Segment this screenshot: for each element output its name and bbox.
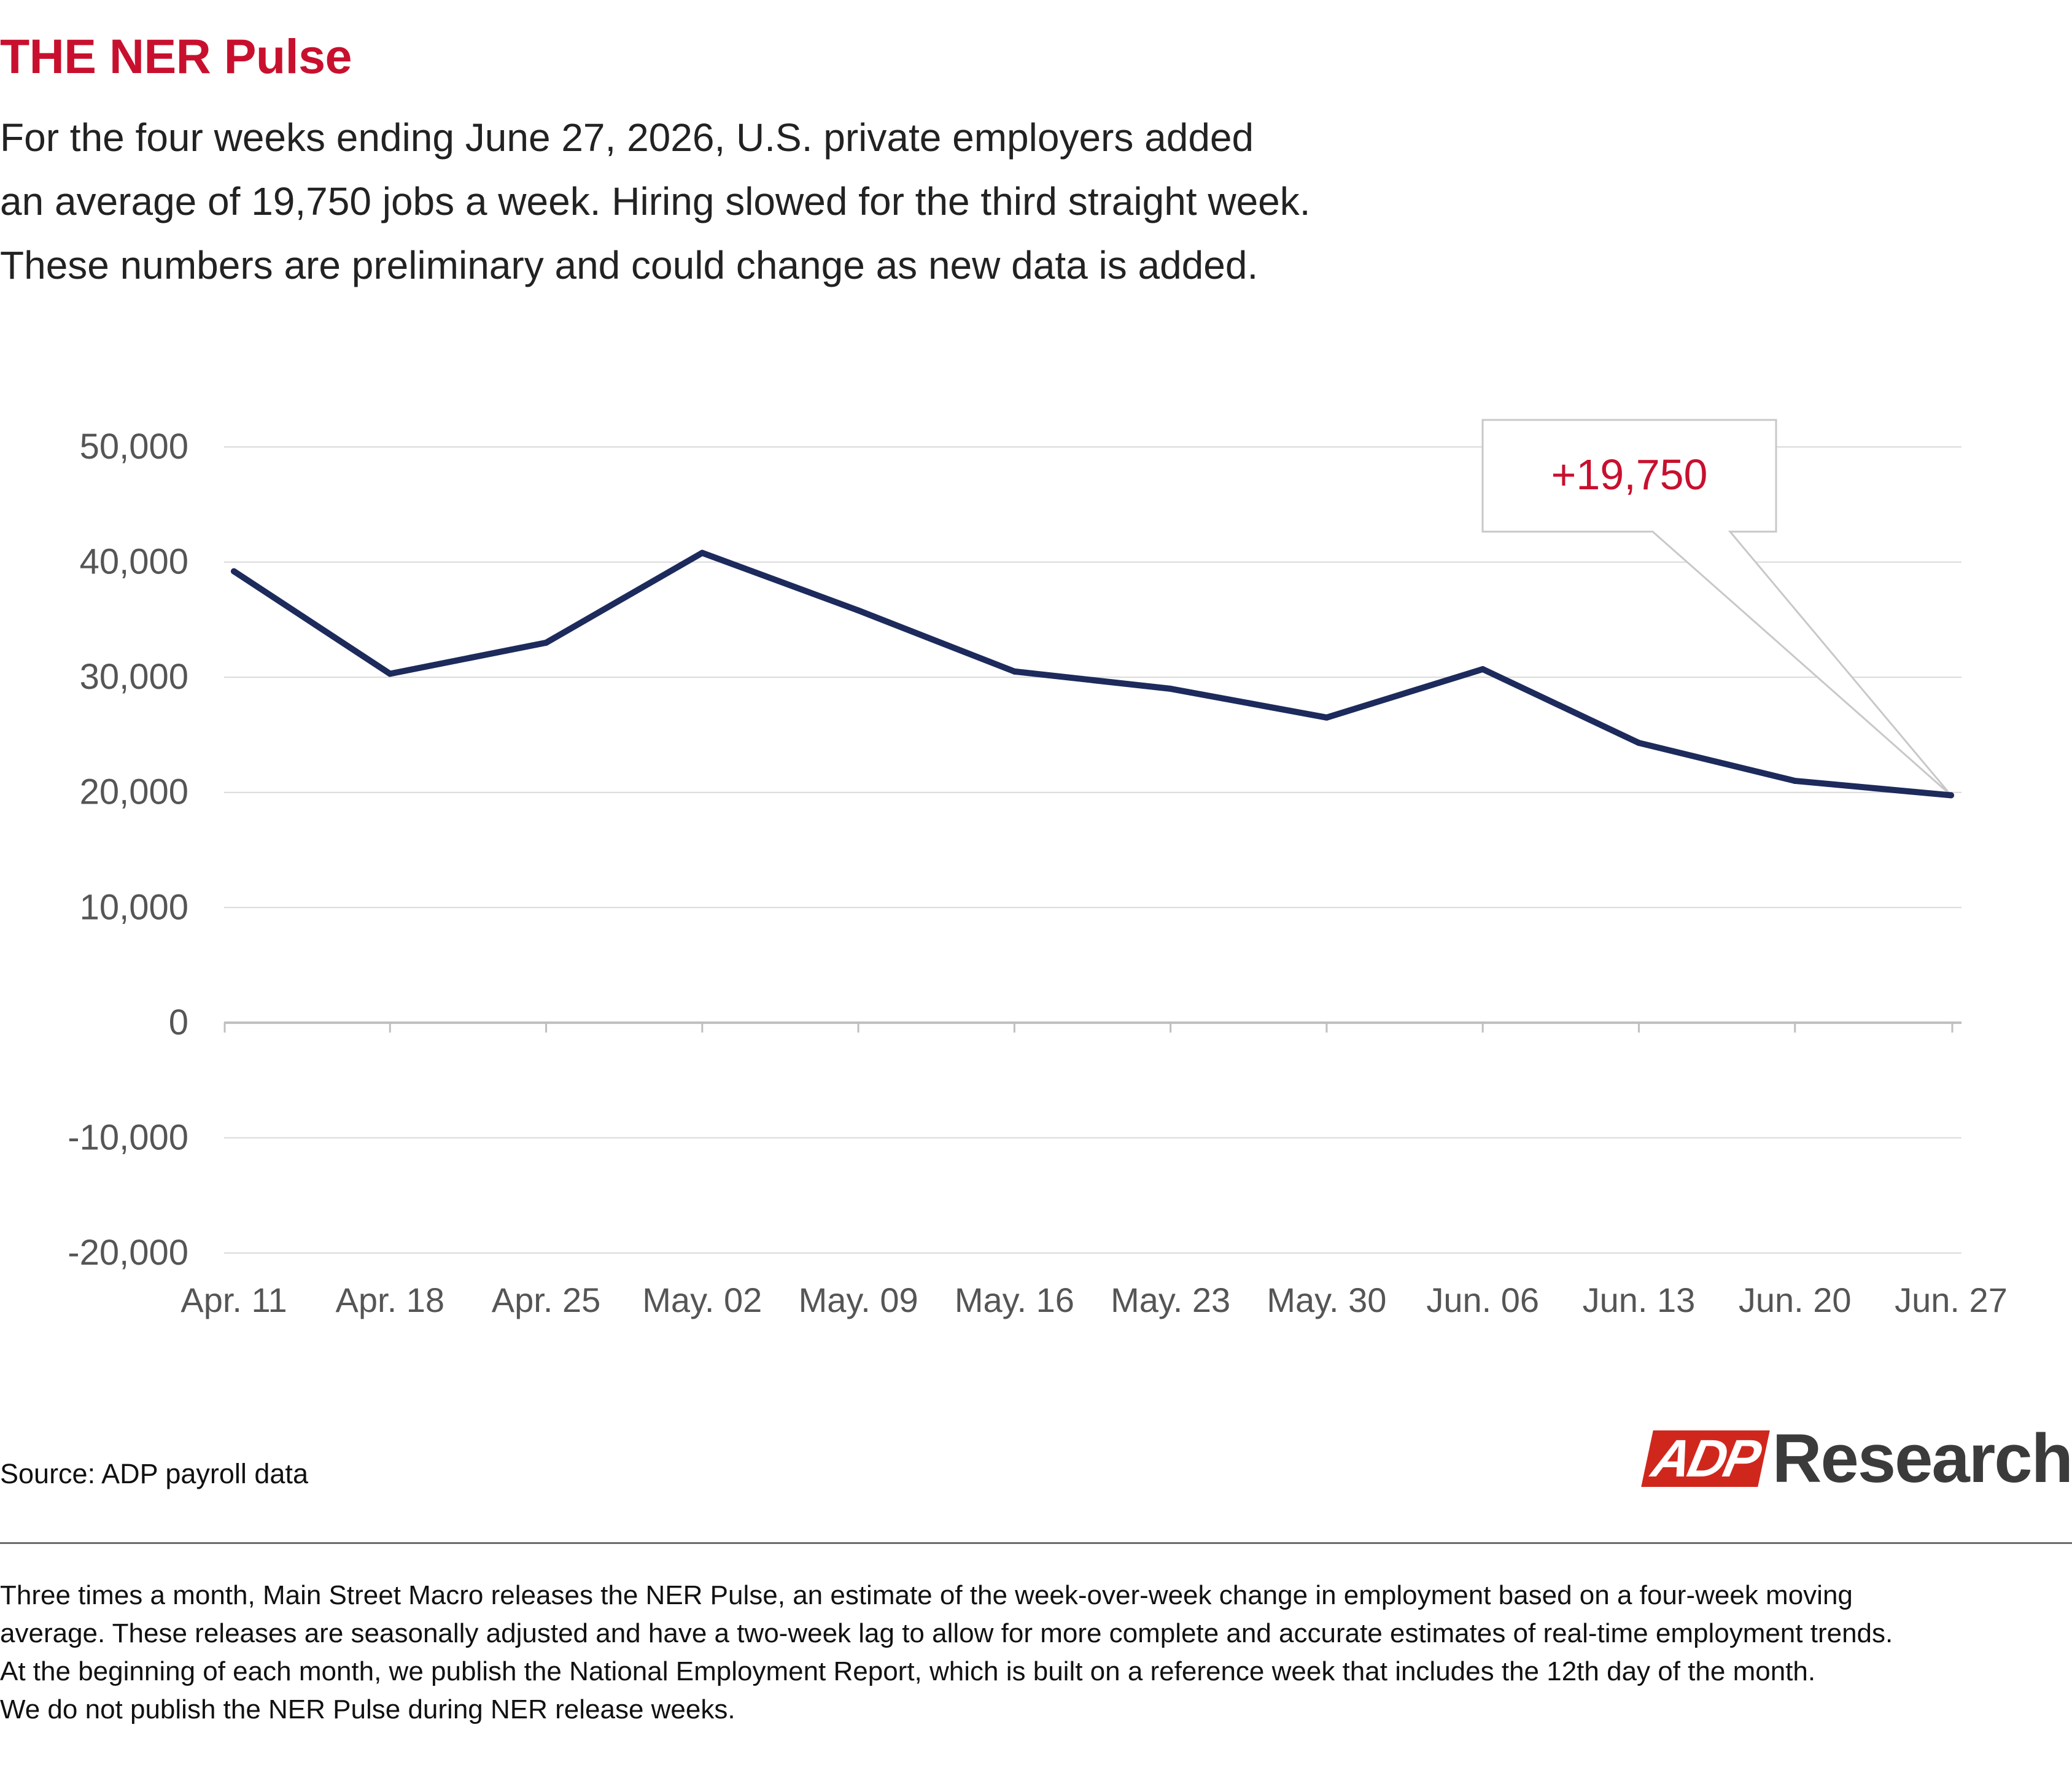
- x-tick-label: Jun. 06: [1426, 1281, 1539, 1319]
- x-tick-label: Jun. 20: [1739, 1281, 1852, 1319]
- x-tick-label: May. 16: [955, 1281, 1074, 1319]
- adp-research-logo: ADP Research: [1641, 1420, 2072, 1497]
- source-note: Source: ADP payroll data: [0, 1458, 308, 1489]
- data-point: [1791, 777, 1798, 784]
- intro-line: These numbers are preliminary and could …: [0, 243, 1259, 287]
- intro-text: For the four weeks ending June 27, 2026,…: [0, 106, 1473, 297]
- data-point: [387, 670, 394, 677]
- x-tick-label: May. 09: [799, 1281, 918, 1319]
- footnote-line: Three times a month, Main Street Macro r…: [0, 1580, 1853, 1610]
- annotation-callout: [1481, 419, 1952, 796]
- y-tick-label: -10,000: [68, 1117, 188, 1157]
- footer-divider: [0, 1542, 2072, 1544]
- intro-line: For the four weeks ending June 27, 2026,…: [0, 115, 1254, 160]
- x-tick-label: Apr. 18: [336, 1281, 444, 1319]
- x-tick-label: May. 23: [1111, 1281, 1230, 1319]
- methodology-footnote: Three times a month, Main Street Macro r…: [0, 1577, 2072, 1729]
- data-point: [1011, 668, 1018, 675]
- adp-logo-mark: ADP: [1641, 1429, 1770, 1488]
- x-tick-label: Apr. 25: [492, 1281, 600, 1319]
- data-point: [1948, 792, 1954, 799]
- y-tick-label: 50,000: [80, 427, 188, 467]
- data-point: [1635, 740, 1642, 747]
- footnote-line: We do not publish the NER Pulse during N…: [0, 1694, 735, 1724]
- data-point: [1480, 666, 1486, 673]
- y-tick-label: -20,000: [68, 1233, 188, 1273]
- x-tick-label: Apr. 11: [180, 1281, 287, 1319]
- data-point: [543, 639, 549, 646]
- x-tick-label: Jun. 27: [1895, 1281, 2008, 1319]
- page-title: THE NER Pulse: [0, 29, 352, 83]
- footnote-line: average. These releases are seasonally a…: [0, 1618, 1893, 1648]
- y-tick-label: 30,000: [80, 657, 188, 697]
- annotation-label: +19,750: [1551, 451, 1708, 498]
- y-tick-label: 10,000: [80, 887, 188, 927]
- logo-wordmark: Research: [1772, 1420, 2072, 1497]
- y-tick-label: 40,000: [80, 542, 188, 582]
- data-point: [699, 549, 705, 556]
- data-point: [1323, 714, 1330, 721]
- data-point: [855, 607, 862, 614]
- data-point: [1167, 685, 1174, 692]
- y-tick-label: 20,000: [80, 772, 188, 812]
- data-point: [231, 568, 237, 575]
- line-chart: 50,000 40,000 30,000 20,000 10,000 0 -10,000 -2…: [68, 419, 2008, 1319]
- footnote-line: At the beginning of each month, we publi…: [0, 1656, 1816, 1686]
- y-tick-label: 0: [169, 1003, 188, 1042]
- series-line: [231, 549, 1954, 799]
- x-tick-label: May. 30: [1267, 1281, 1386, 1319]
- x-tick-label: Jun. 13: [1583, 1281, 1696, 1319]
- x-tick-label: May. 02: [642, 1281, 762, 1319]
- intro-line: an average of 19,750 jobs a week. Hiring…: [0, 179, 1311, 223]
